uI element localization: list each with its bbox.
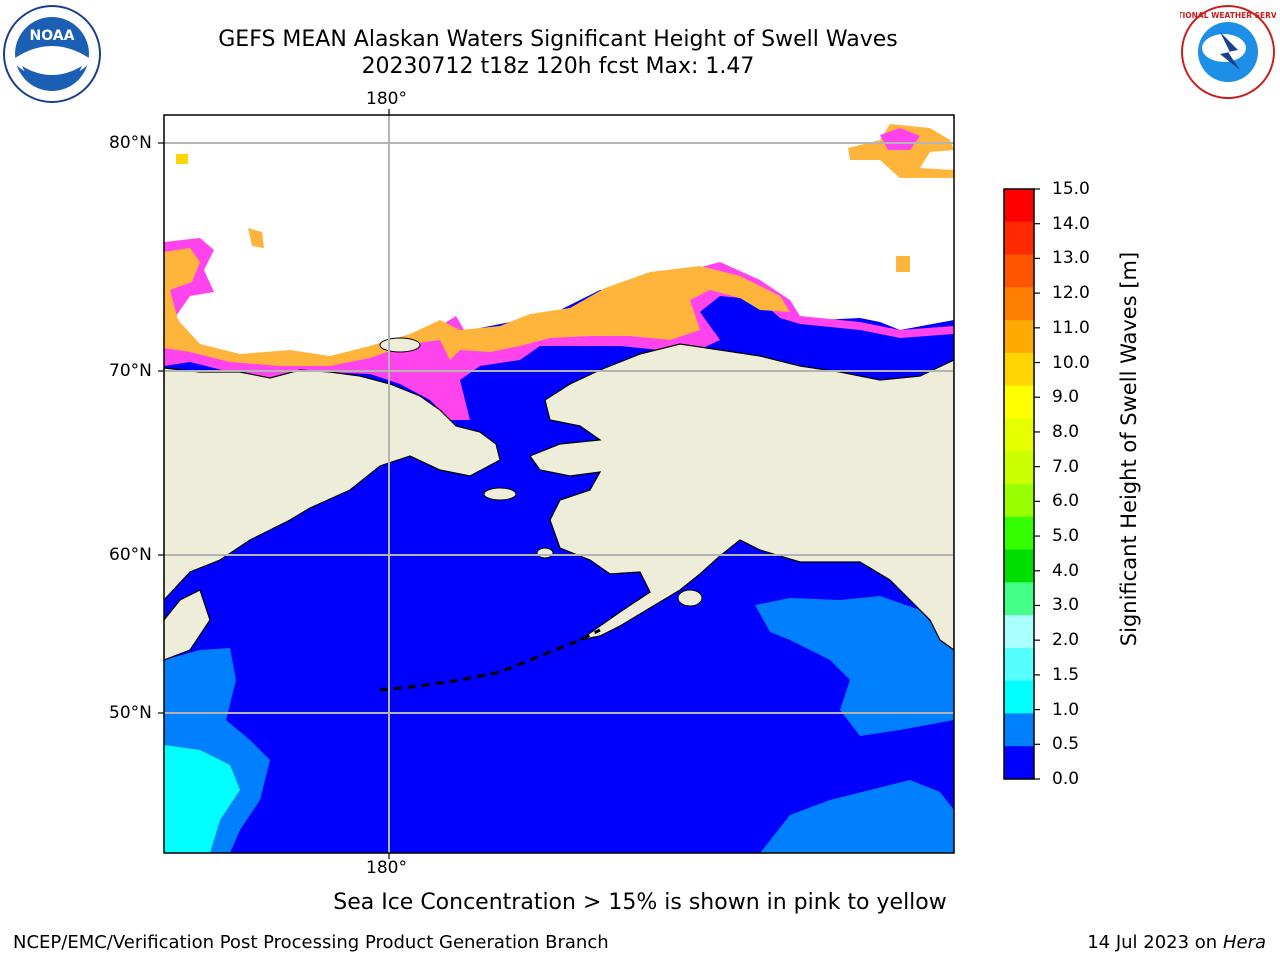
colorbar-tick-label: 6.0 bbox=[1052, 491, 1080, 512]
colorbar-segment bbox=[1004, 746, 1034, 780]
colorbar bbox=[1003, 188, 1040, 780]
colorbar-tick-label: 1.0 bbox=[1052, 699, 1080, 720]
arctic-no-data bbox=[164, 115, 954, 364]
colorbar-tick-label: 4.0 bbox=[1052, 560, 1080, 581]
colorbar-tick-label: 14.0 bbox=[1052, 213, 1090, 234]
colorbar-segment bbox=[1004, 418, 1034, 452]
wrangel-island bbox=[379, 337, 421, 353]
colorbar-label: Significant Height of Swell Waves [m] bbox=[1117, 251, 1141, 647]
sea-ice-north bbox=[848, 124, 954, 178]
colorbar-segment bbox=[1004, 352, 1034, 387]
nws-logo-text: NATIONAL WEATHER SERVICE bbox=[1180, 11, 1276, 20]
st-lawrence-island bbox=[483, 487, 517, 501]
sea-ice-note: Sea Ice Concentration > 15% is shown in … bbox=[333, 890, 947, 915]
colorbar-tick-label: 5.0 bbox=[1052, 526, 1080, 547]
chart-subtitle: 20230712 t18z 120h fcst Max: 1.47 bbox=[361, 54, 755, 79]
colorbar-tick-label: 1.5 bbox=[1052, 664, 1080, 685]
colorbar-segment bbox=[1004, 516, 1034, 551]
colorbar-tick-label: 11.0 bbox=[1052, 317, 1090, 338]
lat-label-50: 50°N bbox=[109, 703, 152, 723]
colorbar-segment bbox=[1004, 647, 1034, 682]
graticule bbox=[164, 115, 954, 853]
colorbar-segment bbox=[1004, 615, 1034, 649]
colorbar-tick-label: 0.5 bbox=[1052, 734, 1080, 755]
colorbar-segment bbox=[1004, 582, 1034, 616]
noaa-logo: NOAA bbox=[3, 5, 101, 103]
colorbar-tick-label: 13.0 bbox=[1052, 248, 1090, 269]
lon-label-bottom: 180° bbox=[366, 858, 407, 878]
footer-branch: NCEP/EMC/Verification Post Processing Pr… bbox=[13, 932, 609, 953]
lat-label-80: 80°N bbox=[109, 133, 152, 153]
colorbar-tick-label: 12.0 bbox=[1052, 283, 1090, 304]
colorbar-tick-label: 2.0 bbox=[1052, 630, 1080, 651]
swell-region-southeast bbox=[760, 780, 954, 853]
noaa-logo-text: NOAA bbox=[30, 28, 75, 44]
colorbar-tick-label: 10.0 bbox=[1052, 352, 1090, 373]
chart-title: GEFS MEAN Alaskan Waters Significant Hei… bbox=[218, 27, 898, 52]
kodiak-island bbox=[677, 589, 703, 607]
colorbar-segment bbox=[1004, 451, 1034, 485]
colorbar-segment bbox=[1004, 189, 1034, 223]
footer-date-text: 14 Jul 2023 on bbox=[1087, 932, 1223, 953]
colorbar-segment bbox=[1004, 680, 1034, 714]
colorbar-segment bbox=[1004, 221, 1034, 256]
footer-host: Hera bbox=[1222, 932, 1266, 953]
footer-date: 14 Jul 2023 on Hera bbox=[1087, 932, 1266, 953]
colorbar-segment bbox=[1004, 484, 1034, 518]
lat-label-60: 60°N bbox=[109, 545, 152, 565]
colorbar-segment bbox=[1004, 320, 1034, 354]
colorbar-segment bbox=[1004, 254, 1034, 288]
colorbar-segment bbox=[1004, 385, 1034, 419]
map-frame bbox=[163, 114, 955, 854]
colorbar-frame bbox=[1003, 188, 1035, 780]
colorbar-segment bbox=[1004, 549, 1034, 583]
colorbar-tick-label: 7.0 bbox=[1052, 456, 1080, 477]
colorbar-segment bbox=[1004, 287, 1034, 321]
colorbar-tick-label: 15.0 bbox=[1052, 179, 1090, 199]
colorbar-tick-label: 8.0 bbox=[1052, 421, 1080, 442]
colorbar-tick-label: 9.0 bbox=[1052, 387, 1080, 408]
colorbar-tick-label: 3.0 bbox=[1052, 595, 1080, 616]
land-kamchatka bbox=[164, 589, 211, 661]
colorbar-tick-label: 0.0 bbox=[1052, 769, 1080, 789]
colorbar-segment bbox=[1004, 713, 1034, 747]
swell-region-gulf bbox=[755, 596, 954, 736]
nws-logo: NATIONAL WEATHER SERVICE bbox=[1180, 5, 1276, 99]
sea-ice-core bbox=[164, 248, 790, 366]
swell-region-cyan bbox=[164, 745, 240, 853]
lat-label-70: 70°N bbox=[109, 361, 152, 381]
lon-label-top: 180° bbox=[366, 89, 407, 109]
